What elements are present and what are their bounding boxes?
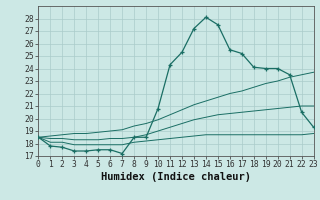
X-axis label: Humidex (Indice chaleur): Humidex (Indice chaleur) — [101, 172, 251, 182]
